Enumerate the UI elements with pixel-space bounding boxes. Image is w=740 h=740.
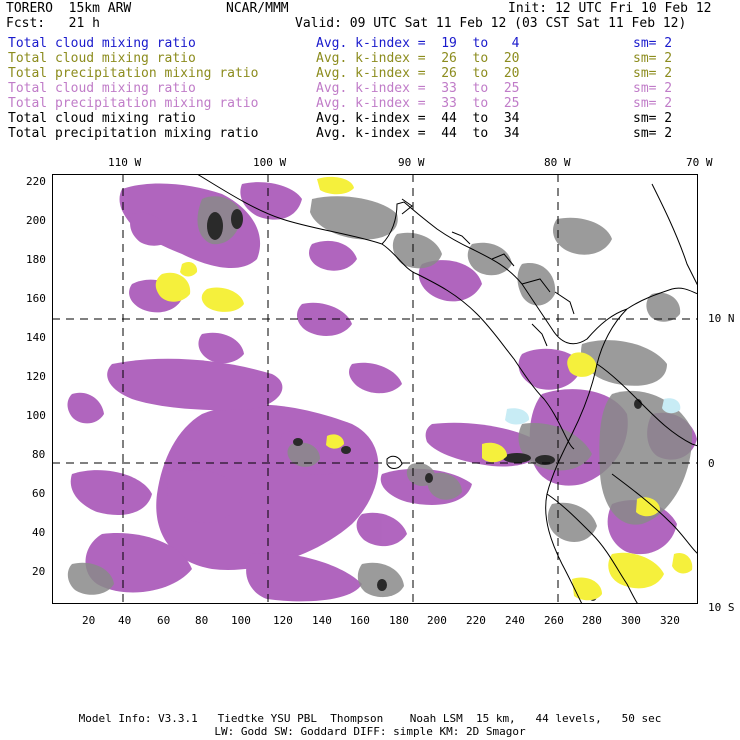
legend-kindex: Avg. k-index = 44 to 34 xyxy=(316,126,520,141)
x-tick-label: 100 xyxy=(231,614,251,627)
lightblue-regions xyxy=(505,398,681,425)
legend-smoothing: sm= 2 xyxy=(633,51,673,66)
y-tick-label: 60 xyxy=(32,487,46,500)
lon-label: 80 W xyxy=(544,156,571,169)
x-tick-label: 300 xyxy=(621,614,641,627)
init-time: Init: 12 UTC Fri 10 Feb 12 xyxy=(508,1,712,16)
legend-kindex: Avg. k-index = 33 to 25 xyxy=(316,81,520,96)
x-tick-label: 40 xyxy=(118,614,132,627)
lat-label: 0 xyxy=(708,457,715,470)
legend-kindex: Avg. k-index = 19 to 4 xyxy=(316,36,520,51)
graticule xyxy=(52,174,698,604)
legend-field: Total cloud mixing ratio xyxy=(8,81,196,96)
legend-kindex: Avg. k-index = 33 to 25 xyxy=(316,96,520,111)
lon-label: 110 W xyxy=(108,156,142,169)
y-tick-label: 140 xyxy=(26,331,46,344)
x-tick-label: 240 xyxy=(505,614,525,627)
y-tick-label: 40 xyxy=(32,526,46,539)
x-tick-label: 20 xyxy=(82,614,96,627)
legend-kindex: Avg. k-index = 26 to 20 xyxy=(316,66,520,81)
y-tick-label: 80 xyxy=(32,448,46,461)
legend-row: Total cloud mixing ratio Avg. k-index = … xyxy=(0,111,740,126)
y-tick-label: 220 xyxy=(26,175,46,188)
legend-row: Total cloud mixing ratio Avg. k-index = … xyxy=(0,36,740,51)
legend-row: Total precipitation mixing ratio Avg. k-… xyxy=(0,126,740,141)
legend-row: Total precipitation mixing ratio Avg. k-… xyxy=(0,96,740,111)
legend-row: Total precipitation mixing ratio Avg. k-… xyxy=(0,66,740,81)
legend-row: Total cloud mixing ratio Avg. k-index = … xyxy=(0,81,740,96)
x-tick-label: 60 xyxy=(157,614,171,627)
legend-smoothing: sm= 2 xyxy=(633,36,673,51)
x-tick-label: 320 xyxy=(660,614,680,627)
coastlines xyxy=(196,174,698,604)
x-tick-label: 260 xyxy=(544,614,564,627)
lat-label: 10 N xyxy=(708,312,735,325)
y-tick-label: 180 xyxy=(26,253,46,266)
map-frame xyxy=(52,174,698,604)
legend-field: Total cloud mixing ratio xyxy=(8,36,196,51)
legend-smoothing: sm= 2 xyxy=(633,126,673,141)
forecast-map xyxy=(52,174,698,604)
y-tick-label: 20 xyxy=(32,565,46,578)
x-tick-label: 160 xyxy=(350,614,370,627)
legend-smoothing: sm= 2 xyxy=(633,66,673,81)
legend-field: Total cloud mixing ratio xyxy=(8,111,196,126)
yellow-precip-regions xyxy=(155,176,693,601)
x-tick-label: 200 xyxy=(427,614,447,627)
legend-smoothing: sm= 2 xyxy=(633,111,673,126)
x-tick-label: 120 xyxy=(273,614,293,627)
legend-field: Total precipitation mixing ratio xyxy=(8,96,259,111)
legend-smoothing: sm= 2 xyxy=(633,81,673,96)
y-tick-label: 120 xyxy=(26,370,46,383)
lon-label: 90 W xyxy=(398,156,425,169)
legend-field: Total precipitation mixing ratio xyxy=(8,126,259,141)
legend-field: Total cloud mixing ratio xyxy=(8,51,196,66)
organization: NCAR/MMM xyxy=(226,1,289,16)
model-title: TORERO 15km ARW xyxy=(6,1,132,16)
valid-time: Valid: 09 UTC Sat 11 Feb 12 (03 CST Sat … xyxy=(295,16,687,31)
model-physics: LW: Godd SW: Goddard DIFF: simple KM: 2D… xyxy=(214,725,526,738)
y-tick-label: 100 xyxy=(26,409,46,422)
x-tick-label: 220 xyxy=(466,614,486,627)
lon-label: 70 W xyxy=(686,156,713,169)
y-tick-label: 160 xyxy=(26,292,46,305)
x-tick-label: 80 xyxy=(195,614,209,627)
legend-field: Total precipitation mixing ratio xyxy=(8,66,259,81)
lon-label: 100 W xyxy=(253,156,287,169)
x-tick-label: 280 xyxy=(582,614,602,627)
legend-smoothing: sm= 2 xyxy=(633,96,673,111)
y-tick-label: 200 xyxy=(26,214,46,227)
model-info: Model Info: V3.3.1 Tiedtke YSU PBL Thomp… xyxy=(78,712,662,725)
forecast-hour: Fcst: 21 h xyxy=(6,16,100,31)
legend-row: Total cloud mixing ratio Avg. k-index = … xyxy=(0,51,740,66)
lat-label: 10 S xyxy=(708,601,735,614)
x-tick-label: 140 xyxy=(312,614,332,627)
legend-kindex: Avg. k-index = 26 to 20 xyxy=(316,51,520,66)
x-tick-label: 180 xyxy=(389,614,409,627)
legend-kindex: Avg. k-index = 44 to 34 xyxy=(316,111,520,126)
